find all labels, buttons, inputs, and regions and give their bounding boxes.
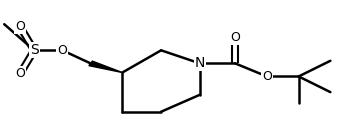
- Text: O: O: [57, 44, 67, 57]
- Text: O: O: [15, 67, 25, 80]
- Text: O: O: [230, 31, 240, 44]
- Polygon shape: [89, 61, 122, 72]
- Text: O: O: [262, 70, 272, 83]
- Text: N: N: [195, 56, 205, 70]
- Text: O: O: [15, 20, 25, 33]
- Text: S: S: [30, 43, 39, 57]
